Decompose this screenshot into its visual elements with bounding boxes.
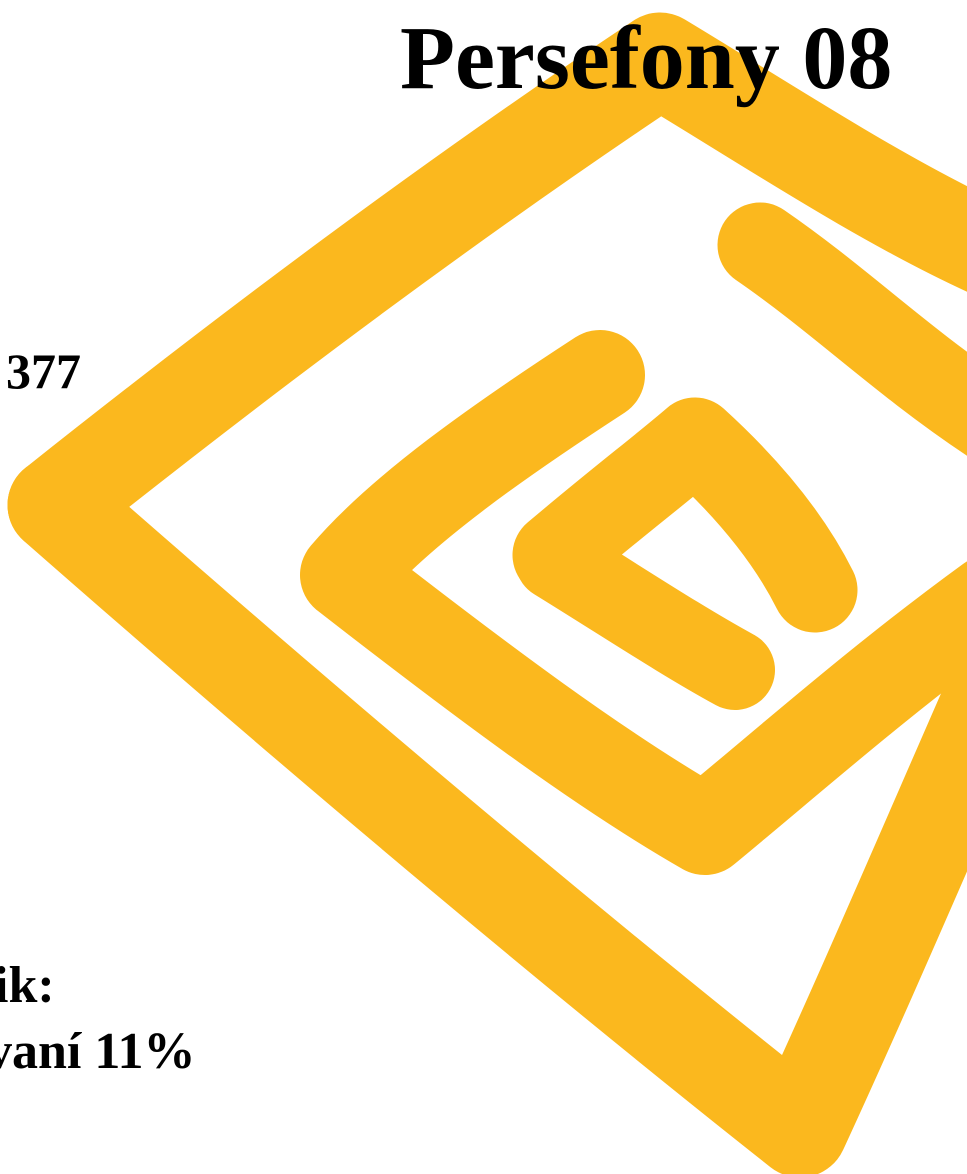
logo-outer-bottom	[7, 457, 967, 1174]
logo-top-arm	[717, 202, 967, 456]
number: 377	[6, 343, 81, 399]
logo	[7, 12, 967, 1174]
logo-outer-top	[7, 12, 967, 553]
text-line: vaní 11%	[0, 1023, 196, 1080]
logo-middle	[300, 330, 967, 875]
title: Persefony 08	[400, 9, 892, 108]
text-line: ik:	[0, 957, 55, 1014]
logo-inner	[512, 397, 858, 633]
logo-inner-tail	[515, 520, 775, 710]
